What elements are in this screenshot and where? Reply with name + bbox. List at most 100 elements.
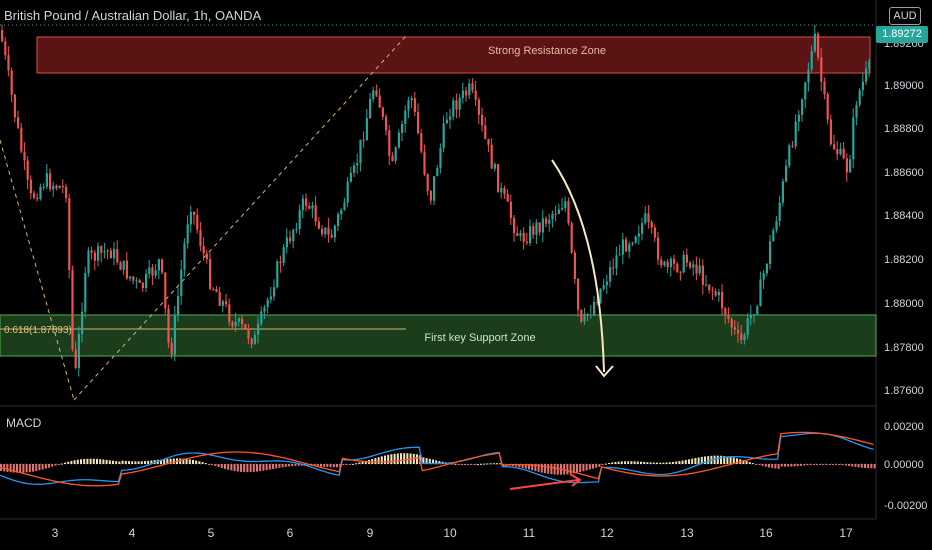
- candle-body: [599, 288, 602, 303]
- macd-line: [0, 432, 874, 485]
- candle-body: [151, 267, 154, 276]
- candle-body: [785, 165, 788, 182]
- macd-histogram-bar: [624, 461, 626, 464]
- price-tick-label: 1.88600: [884, 167, 924, 179]
- candle-body: [177, 295, 180, 315]
- candle-body: [621, 239, 624, 255]
- macd-histogram-bar: [54, 464, 57, 466]
- macd-histogram-bar: [544, 464, 546, 474]
- macd-histogram-bar: [185, 458, 188, 464]
- macd-histogram-bar: [633, 461, 636, 464]
- macd-histogram-bar: [28, 464, 31, 473]
- macd-histogram-bar: [284, 464, 287, 467]
- macd-histogram-bar: [809, 464, 812, 465]
- candle-body: [106, 250, 109, 252]
- macd-histogram-bar: [483, 463, 486, 465]
- macd-histogram-bar: [192, 459, 194, 464]
- time-tick-label: 16: [759, 526, 773, 540]
- candle-body: [449, 116, 452, 120]
- macd-histogram-bar: [294, 464, 297, 466]
- candle-body: [647, 213, 650, 222]
- macd-trend-arrowhead: [569, 473, 582, 487]
- macd-histogram-bar: [361, 461, 364, 464]
- macd-histogram-bar: [524, 464, 527, 469]
- macd-tick-label: 0.00200: [884, 421, 924, 433]
- resistance-zone: [36, 36, 871, 74]
- candle-body: [577, 278, 580, 310]
- macd-histogram-bar: [617, 461, 620, 464]
- macd-histogram-bar: [12, 464, 15, 473]
- candle-body: [103, 251, 106, 253]
- price-tick-label: 1.88400: [884, 210, 924, 222]
- macd-histogram-bar: [435, 460, 438, 464]
- candle-body: [343, 202, 346, 210]
- macd-histogram-bar: [240, 464, 242, 472]
- macd-histogram-bar: [83, 458, 86, 464]
- candle-body: [669, 258, 672, 268]
- macd-histogram-bar: [355, 463, 358, 465]
- macd-histogram-bar: [604, 463, 607, 465]
- macd-histogram-bar: [518, 464, 521, 468]
- support-zone-label: First key Support Zone: [424, 332, 535, 344]
- macd-histogram-bar: [748, 462, 751, 464]
- macd-histogram-bar: [387, 454, 390, 464]
- macd-histogram-bar: [707, 456, 710, 464]
- candle-body: [663, 261, 666, 266]
- macd-histogram-bar: [700, 456, 703, 464]
- macd-histogram-bar: [204, 463, 207, 465]
- candle-body: [737, 329, 740, 334]
- candle-body: [861, 81, 864, 91]
- candle-body: [385, 116, 388, 131]
- candle-body: [183, 243, 186, 270]
- macd-histogram-bar: [870, 464, 873, 469]
- candle-body: [420, 133, 423, 152]
- macd-histogram-bar: [841, 464, 844, 466]
- candle-body: [644, 213, 647, 224]
- candle-body: [615, 255, 618, 269]
- candle-body: [353, 165, 356, 173]
- candle-body: [23, 151, 26, 161]
- candle-body: [77, 333, 80, 368]
- macd-histogram-bar: [790, 464, 793, 467]
- candle-body: [394, 147, 397, 161]
- macd-histogram-bar: [326, 464, 329, 467]
- macd-histogram-bar: [9, 464, 12, 473]
- candle-body: [340, 209, 343, 215]
- candle-body: [836, 149, 839, 155]
- macd-histogram-bar: [35, 464, 38, 472]
- macd-histogram-bar: [220, 464, 223, 469]
- candle-body: [525, 241, 528, 243]
- candle-body: [417, 111, 420, 134]
- candle-body: [125, 260, 128, 279]
- price-tick-label: 1.87600: [884, 385, 924, 397]
- candle-body: [369, 99, 372, 119]
- macd-histogram-bar: [857, 464, 860, 468]
- macd-histogram-bar: [668, 462, 671, 464]
- candle-body: [305, 198, 308, 206]
- macd-histogram-bar: [265, 464, 268, 471]
- candle-body: [679, 271, 682, 273]
- candle-body: [45, 173, 48, 187]
- projection-arrow: [551, 159, 605, 373]
- candle-body: [468, 83, 471, 96]
- macd-histogram-bar: [470, 464, 473, 465]
- macd-histogram-bar: [627, 461, 630, 464]
- candle-body: [769, 241, 772, 265]
- currency-badge[interactable]: AUD: [889, 7, 921, 25]
- candle-body: [708, 284, 711, 291]
- macd-histogram-bar: [230, 464, 233, 471]
- candle-body: [253, 334, 256, 345]
- macd-histogram-bar: [118, 461, 121, 464]
- time-tick-label: 17: [839, 526, 853, 540]
- candle-body: [349, 172, 352, 182]
- macd-histogram-bar: [96, 458, 98, 464]
- macd-histogram-bar: [416, 454, 418, 464]
- candle-body: [180, 269, 183, 296]
- macd-histogram-bar: [784, 464, 786, 467]
- price-tick-label: 1.89000: [884, 80, 924, 92]
- macd-histogram-bar: [771, 464, 774, 468]
- macd-tick-label: 0.00000: [884, 459, 924, 471]
- macd-histogram-bar: [547, 464, 550, 474]
- macd-histogram-bar: [662, 462, 665, 464]
